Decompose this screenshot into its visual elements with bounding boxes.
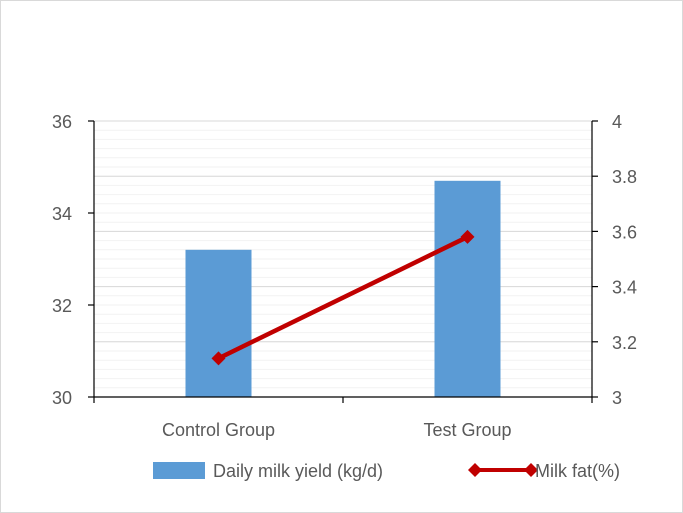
legend: Daily milk yield (kg/d) Milk fat(%)	[153, 461, 620, 481]
right-tick-label: 3.2	[612, 333, 637, 353]
right-tick-label: 3.8	[612, 167, 637, 187]
gridlines	[94, 120, 592, 398]
left-tick-label: 36	[52, 112, 72, 132]
legend-marker-diamond	[524, 463, 538, 477]
category-label: Control Group	[162, 420, 275, 440]
milk-fat-line	[217, 234, 469, 361]
bar	[185, 249, 252, 397]
bar-series	[185, 180, 501, 397]
legend-marker-diamond	[468, 463, 482, 477]
right-tick-label: 3	[612, 388, 622, 408]
tick-labels: 30 32 34 36 3 3.2 3.4 3.6 3.8 4 Control Group Test …	[52, 112, 637, 440]
category-label: Test Group	[423, 420, 511, 440]
legend-swatch-bar	[153, 462, 205, 479]
legend-label-bar: Daily milk yield (kg/d)	[213, 461, 383, 481]
milk-fat-point	[460, 229, 475, 244]
right-tick-label: 3.6	[612, 222, 637, 242]
left-tick-label: 30	[52, 388, 72, 408]
milk-fat-point	[211, 351, 226, 366]
tick-marks	[88, 120, 598, 403]
right-tick-label: 3.4	[612, 278, 637, 298]
right-tick-label: 4	[612, 112, 622, 132]
left-tick-label: 32	[52, 296, 72, 316]
line-series	[211, 229, 475, 366]
legend-label-line: Milk fat(%)	[535, 461, 620, 481]
bar	[434, 180, 501, 397]
left-tick-label: 34	[52, 204, 72, 224]
